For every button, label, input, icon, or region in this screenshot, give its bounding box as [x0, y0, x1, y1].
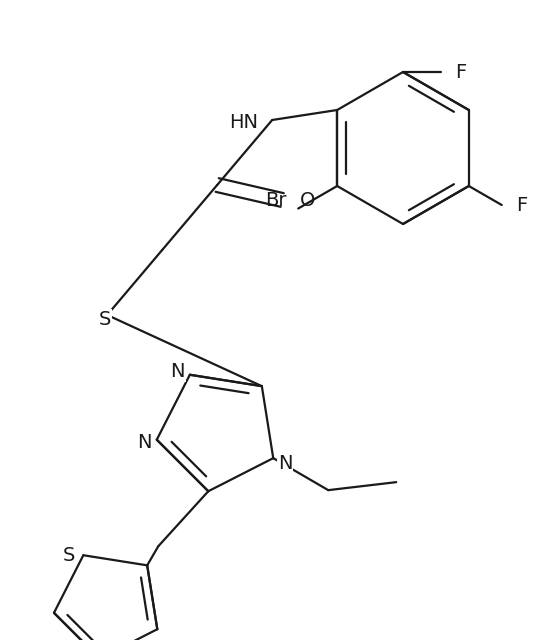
Text: S: S	[99, 310, 111, 328]
Text: Br: Br	[265, 191, 286, 210]
Text: F: F	[516, 195, 527, 214]
Text: N: N	[171, 362, 185, 381]
Text: O: O	[300, 191, 316, 209]
Text: F: F	[455, 63, 466, 81]
Text: HN: HN	[229, 113, 258, 131]
Text: S: S	[63, 546, 75, 564]
Text: N: N	[137, 433, 152, 452]
Text: N: N	[278, 454, 293, 473]
